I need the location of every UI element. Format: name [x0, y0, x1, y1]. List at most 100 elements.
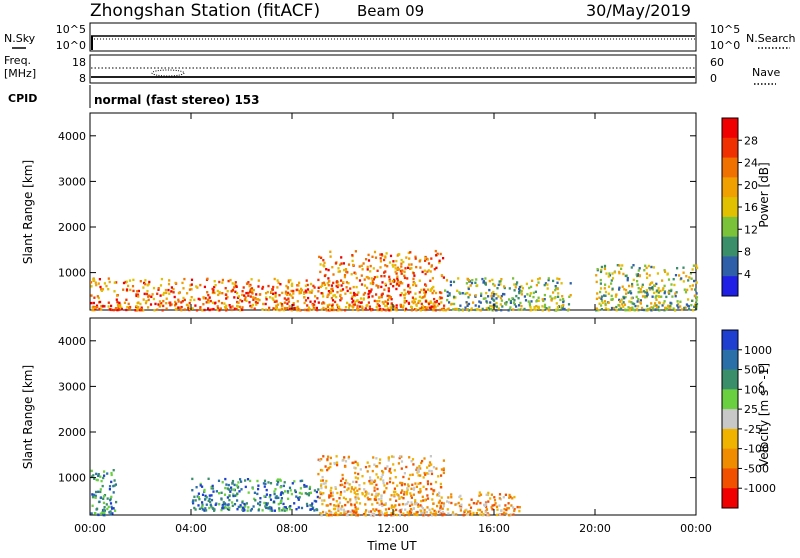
data-cell [346, 301, 349, 305]
data-cell [431, 492, 435, 496]
data-cell [339, 293, 342, 297]
data-cell [99, 300, 102, 304]
data-cell [677, 306, 680, 309]
data-cell [332, 294, 335, 297]
data-cell [294, 489, 297, 492]
data-cell [504, 512, 507, 515]
data-cell [434, 291, 438, 295]
data-cell [554, 285, 557, 288]
data-cell [331, 303, 334, 306]
data-cell [307, 308, 310, 311]
data-cell [470, 308, 473, 311]
data-cell [289, 279, 292, 282]
data-cell [313, 489, 316, 492]
data-cell [389, 471, 392, 474]
data-cell [177, 300, 180, 303]
data-cell [330, 296, 333, 300]
data-cell [393, 469, 396, 472]
data-cell [231, 305, 234, 308]
data-cell [623, 303, 627, 306]
data-cell [426, 506, 429, 509]
data-cell [204, 494, 207, 498]
data-cell [429, 455, 432, 458]
data-cell [674, 292, 677, 295]
data-cell [438, 499, 441, 502]
data-cell [645, 295, 648, 299]
freq-panel-frame [89, 54, 697, 84]
data-cell [343, 268, 346, 272]
data-cell [427, 514, 430, 517]
data-cell [663, 291, 666, 295]
data-cell [513, 303, 516, 306]
data-cell [350, 273, 353, 276]
data-cell [247, 291, 250, 295]
data-cell [300, 492, 303, 495]
data-cell [283, 509, 286, 512]
data-cell [103, 282, 106, 285]
data-cell [498, 497, 501, 500]
data-cell [90, 469, 93, 473]
data-cell [323, 265, 326, 268]
data-cell [96, 306, 99, 309]
data-cell [619, 300, 622, 303]
data-cell [191, 500, 194, 504]
data-cell [384, 284, 387, 287]
data-cell [185, 303, 188, 307]
data-cell [314, 295, 317, 298]
data-cell [371, 282, 374, 286]
data-cell [306, 492, 309, 496]
data-cell [430, 482, 433, 486]
data-cell [529, 306, 532, 309]
data-cell [237, 301, 240, 304]
data-cell [599, 290, 602, 294]
data-cell [96, 507, 99, 510]
data-cell [484, 510, 487, 514]
data-cell [249, 479, 252, 483]
data-cell [381, 473, 384, 476]
data-cell [207, 301, 210, 304]
data-cell [376, 308, 379, 312]
data-cell [413, 282, 416, 285]
data-cell [376, 269, 379, 272]
data-cell [420, 307, 423, 311]
data-cell [319, 285, 322, 289]
data-cell [423, 457, 426, 460]
data-cell [490, 294, 493, 298]
data-cell [420, 499, 423, 503]
data-cell [504, 493, 507, 496]
data-cell [636, 300, 639, 303]
data-cell [603, 267, 607, 271]
data-cell [288, 293, 291, 296]
data-cell [380, 253, 383, 256]
data-cell [267, 507, 270, 510]
data-cell [238, 490, 241, 493]
data-cell [368, 305, 371, 308]
data-cell [403, 297, 406, 300]
data-cell [406, 277, 409, 280]
data-cell [543, 293, 546, 297]
data-cell [199, 484, 202, 487]
data-cell [598, 302, 601, 305]
data-cell [203, 285, 206, 289]
data-cell [381, 300, 384, 304]
data-cell [225, 297, 228, 300]
data-cell [99, 512, 102, 515]
data-cell [385, 252, 388, 255]
data-cell [556, 281, 559, 284]
data-cell [236, 291, 239, 295]
data-cell [102, 495, 106, 498]
data-cell [621, 303, 624, 306]
data-cell [325, 511, 328, 514]
data-cell [559, 298, 562, 302]
data-cell [394, 270, 397, 273]
data-cell [276, 478, 280, 481]
data-cell [248, 284, 251, 288]
data-cell [659, 289, 662, 293]
data-cell [603, 264, 607, 268]
data-cell [270, 506, 273, 509]
data-cell [246, 509, 249, 512]
data-cell [366, 304, 369, 307]
data-cell [210, 487, 213, 490]
ytick-label: 3000 [58, 380, 86, 393]
data-cell [204, 498, 207, 501]
